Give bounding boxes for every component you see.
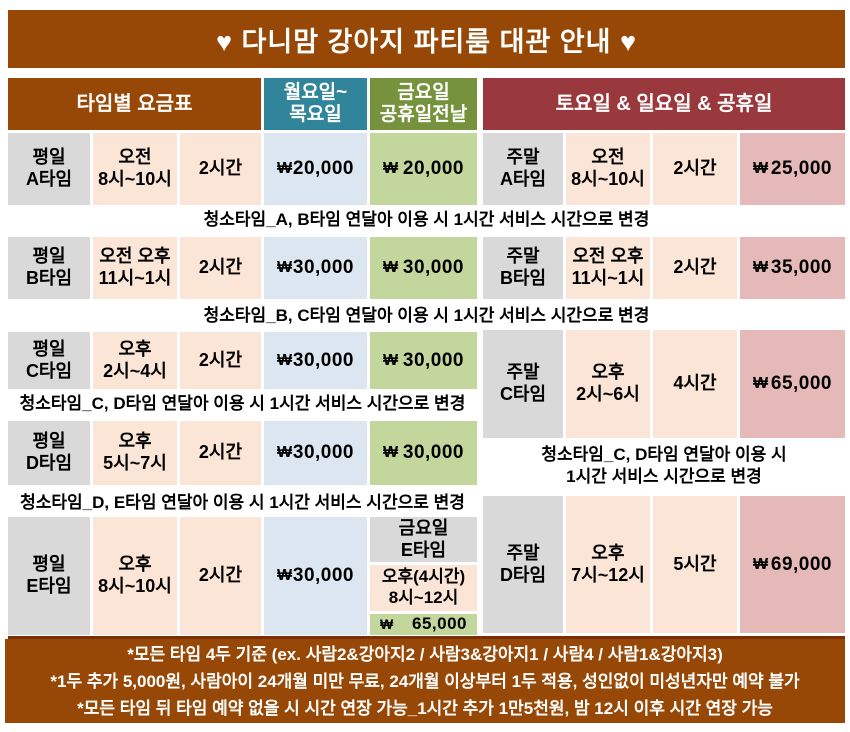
weekday-b-duration-cell: 2시간 (180, 237, 261, 299)
weekday-a-monthu-price-cell: ₩ 20,000 (264, 133, 367, 205)
won-symbol: ₩ (753, 259, 769, 277)
won-symbol: ₩ (277, 567, 293, 585)
price-amount: 65,000 (770, 373, 832, 395)
weekday-e-time-cell: 오후 8시~10시 (93, 517, 177, 635)
weekday-c-friday-price-cell: ₩ 30,000 (370, 332, 477, 389)
weekday-c-duration-cell: 2시간 (180, 332, 261, 389)
price-amount: 25,000 (770, 158, 832, 180)
price-amount: 30,000 (292, 442, 354, 464)
header-friday-pre-holiday: 금요일 공휴일전날 (370, 78, 477, 130)
friday-e-price-cell: ₩ 65,000 (370, 614, 477, 635)
price-amount: 30,000 (402, 349, 464, 371)
friday-e-label-cell: 금요일 E타임 (370, 517, 477, 562)
friday-e-time-cell: 오후(4시간) 8시~12시 (370, 565, 477, 611)
weekday-e-duration-cell: 2시간 (180, 517, 261, 635)
weekday-e-monthu-price-cell: ₩ 30,000 (264, 517, 367, 635)
weekday-e-label-cell: 평일 E타임 (8, 517, 90, 635)
weekday-c-monthu-price-cell: ₩ 30,000 (264, 332, 367, 389)
weekday-d-duration-cell: 2시간 (180, 421, 261, 485)
weekday-d-friday-price-cell: ₩ 30,000 (370, 421, 477, 485)
weekend-b-time-cell: 오전 오후 11시~1시 (566, 237, 650, 299)
weekday-b-label-cell: 평일 B타임 (8, 237, 90, 299)
weekend-a-time-cell: 오전 8시~10시 (566, 133, 650, 205)
weekend-c-time-cell: 오후 2시~6시 (566, 330, 650, 438)
won-symbol: ₩ (380, 615, 394, 632)
cleaning-note-weekend-c-d: 청소타임_C, D타임 연달아 이용 시 1시간 서비스 시간으로 변경 (541, 444, 787, 486)
weekday-b-monthu-price-cell: ₩ 30,000 (264, 237, 367, 299)
page-title: ♥ 다니맘 강아지 파티룸 대관 안내 ♥ (8, 10, 845, 68)
price-amount: 30,000 (292, 349, 354, 371)
won-symbol: ₩ (383, 259, 399, 277)
weekend-b-price-cell: ₩ 35,000 (740, 237, 845, 299)
weekday-d-monthu-price-cell: ₩ 30,000 (264, 421, 367, 485)
weekend-c-label-cell: 주말 C타임 (483, 330, 563, 438)
cleaning-note-b-c: 청소타임_B, C타임 연달아 이용 시 1시간 서비스 시간으로 변경 (203, 305, 650, 325)
won-symbol: ₩ (277, 444, 293, 462)
weekend-b-duration-cell: 2시간 (653, 237, 737, 299)
cleaning-note-a-b: 청소타임_A, B타임 연달아 이용 시 1시간 서비스 시간으로 변경 (203, 209, 650, 229)
price-amount: 69,000 (770, 553, 832, 575)
weekend-d-price-cell: ₩ 69,000 (740, 496, 845, 633)
weekday-c-time-cell: 오후 2시~4시 (93, 332, 177, 389)
won-symbol: ₩ (277, 259, 293, 277)
weekday-b-time-cell: 오전 오후 11시~1시 (93, 237, 177, 299)
cleaning-note-c-d: 청소타임_C, D타임 연달아 이용 시 1시간 서비스 시간으로 변경 (19, 394, 466, 414)
weekday-b-friday-price-cell: ₩ 30,000 (370, 237, 477, 299)
weekday-a-label-cell: 평일 A타임 (8, 133, 90, 205)
weekday-d-time-cell: 오후 5시~7시 (93, 421, 177, 485)
footer-top-divider (8, 636, 845, 639)
weekend-a-price-cell: ₩ 25,000 (740, 133, 845, 205)
won-symbol: ₩ (753, 160, 769, 178)
weekend-a-duration-cell: 2시간 (653, 133, 737, 205)
header-time-price-table: 타임별 요금표 (8, 78, 261, 130)
footer-notes: *모든 타임 4두 기준 (ex. 사람2&강아지2 / 사람3&강아지1 / … (5, 639, 845, 723)
footer-line-3: *모든 타임 뒤 타임 예약 없을 시 시간 연장 가능_1시간 추가 1만5천… (77, 698, 773, 718)
header-mon-thu: 월요일~ 목요일 (264, 78, 367, 130)
won-symbol: ₩ (383, 160, 399, 178)
weekday-a-time-cell: 오전 8시~10시 (93, 133, 177, 205)
weekend-d-label-cell: 주말 D타임 (483, 496, 563, 633)
footer-line-1: *모든 타임 4두 기준 (ex. 사람2&강아지2 / 사람3&강아지1 / … (127, 644, 723, 664)
weekend-b-label-cell: 주말 B타임 (483, 237, 563, 299)
price-amount: 20,000 (402, 158, 464, 180)
weekend-c-duration-cell: 4시간 (653, 330, 737, 438)
price-amount: 65,000 (412, 614, 467, 634)
weekday-c-label-cell: 평일 C타임 (8, 332, 90, 389)
price-amount: 30,000 (292, 565, 354, 587)
price-amount: 30,000 (292, 257, 354, 279)
weekend-d-time-cell: 오후 7시~12시 (566, 496, 650, 633)
weekend-c-price-cell: ₩ 65,000 (740, 330, 845, 438)
won-symbol: ₩ (277, 351, 293, 369)
footer-line-2: *1두 추가 5,000원, 사람아이 24개월 미만 무료, 24개월 이상부… (50, 671, 800, 691)
price-amount: 30,000 (402, 257, 464, 279)
price-amount: 30,000 (402, 442, 464, 464)
won-symbol: ₩ (753, 555, 769, 573)
weekend-a-label-cell: 주말 A타임 (483, 133, 563, 205)
won-symbol: ₩ (383, 444, 399, 462)
won-symbol: ₩ (383, 351, 399, 369)
weekday-a-friday-price-cell: ₩ 20,000 (370, 133, 477, 205)
won-symbol: ₩ (277, 160, 293, 178)
price-amount: 20,000 (292, 158, 354, 180)
header-weekend-holiday: 토요일 & 일요일 & 공휴일 (483, 78, 845, 130)
won-symbol: ₩ (753, 375, 769, 393)
cleaning-note-d-e: 청소타임_D, E타임 연달아 이용 시 1시간 서비스 시간으로 변경 (20, 492, 465, 512)
weekday-a-duration-cell: 2시간 (180, 133, 261, 205)
weekend-d-duration-cell: 5시간 (653, 496, 737, 633)
weekday-d-label-cell: 평일 D타임 (8, 421, 90, 485)
price-amount: 35,000 (770, 257, 832, 279)
